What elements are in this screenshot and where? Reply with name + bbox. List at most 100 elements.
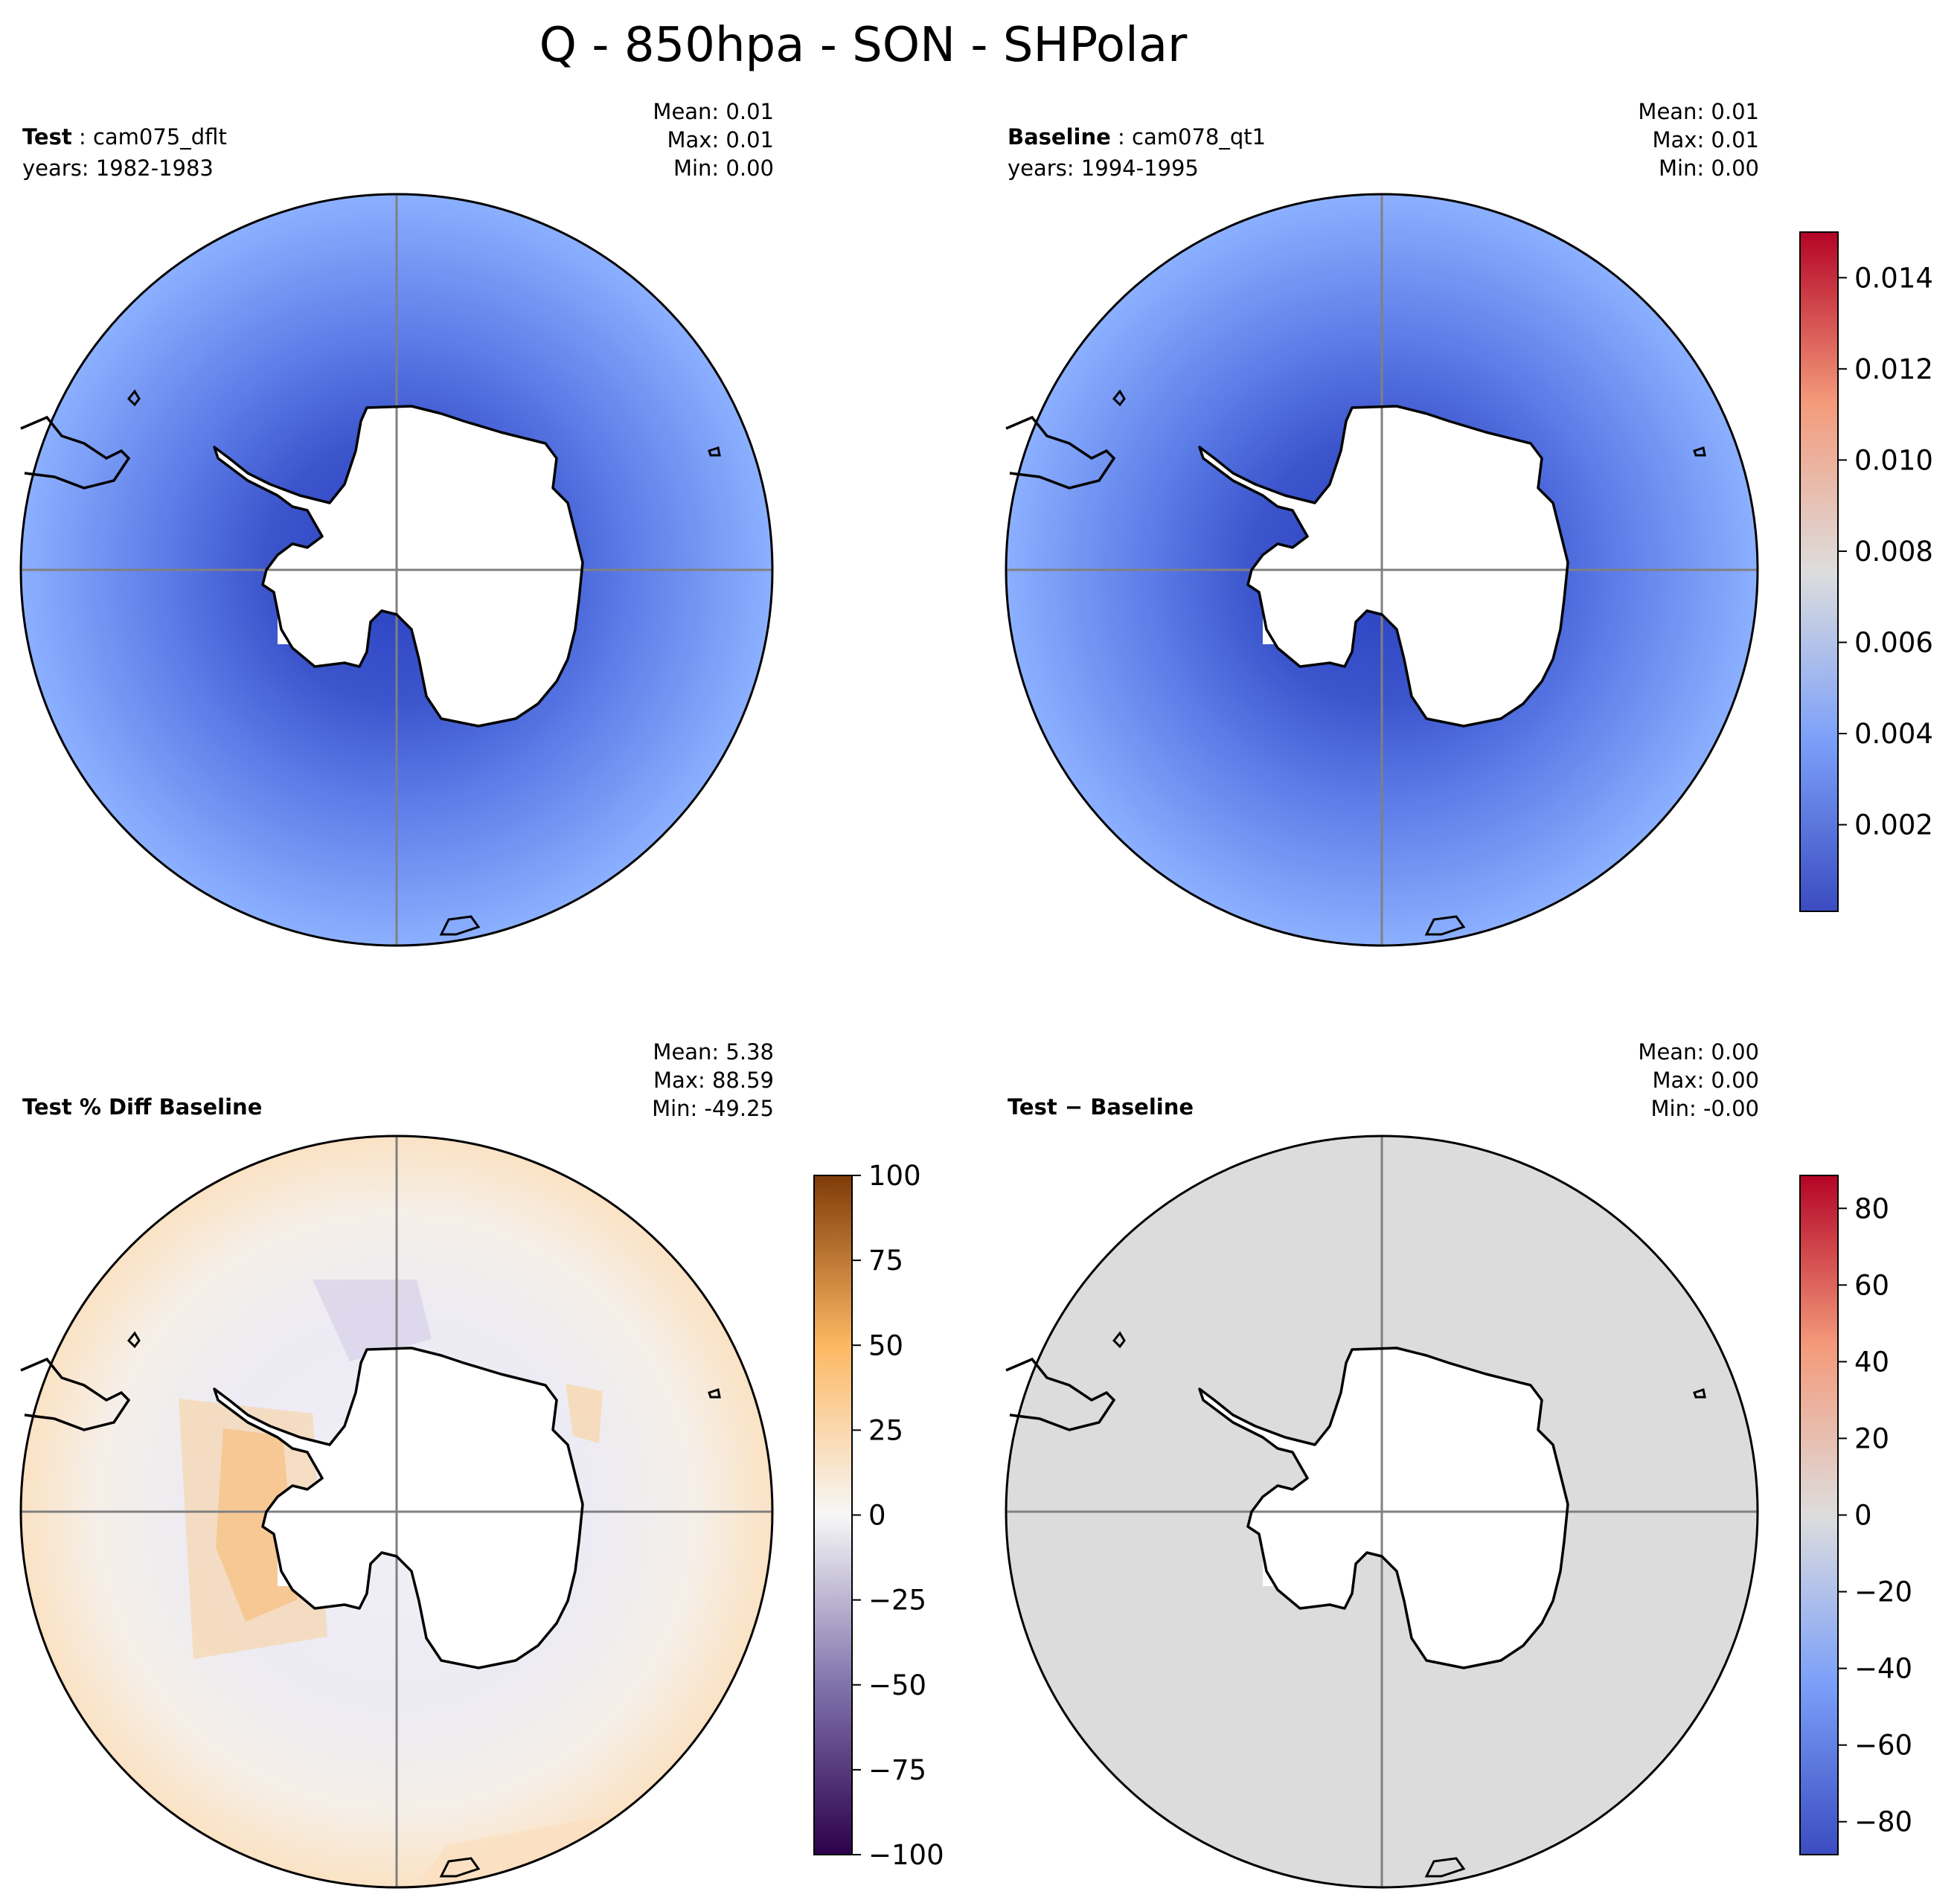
land-mask bbox=[214, 406, 583, 726]
panel-test-years: years: 1982-1983 bbox=[22, 155, 214, 181]
pct-orange-patch-west-halo bbox=[179, 1399, 327, 1659]
panel-pctdiff-label: Test % Diff Baseline bbox=[22, 1094, 262, 1120]
colorbar-tick-label: 0.002 bbox=[1854, 809, 1933, 841]
panel-baseline-label: Baseline : cam078_qt1 bbox=[1008, 124, 1266, 150]
colorbar-tick-label: 60 bbox=[1854, 1269, 1889, 1301]
map-baseline-border bbox=[1005, 193, 1759, 947]
island-0 bbox=[1112, 1331, 1126, 1349]
panel-baseline-min: Min: 0.00 bbox=[1659, 155, 1759, 181]
colorbar-tick-label: 0 bbox=[1854, 1500, 1872, 1532]
colorbar-tick-label: −40 bbox=[1854, 1653, 1912, 1685]
panel-pctdiff-max: Max: 88.59 bbox=[653, 1068, 774, 1093]
colorbar-tick-label: 0.006 bbox=[1854, 626, 1933, 658]
panel-test-max: Max: 0.01 bbox=[667, 127, 774, 153]
colorbar-top-ticks: 0.002 0.004 0.006 0.008 0.010 0.012 0.014 bbox=[1838, 262, 1933, 841]
map-pctdiff-border bbox=[19, 1135, 774, 1889]
panel-test: Test : cam075_dflt years: 1982-1983 Mean… bbox=[19, 99, 774, 947]
land-mask-block bbox=[278, 577, 337, 644]
colorbar-tick-label: 0.008 bbox=[1854, 536, 1933, 568]
coastline bbox=[1198, 1347, 1569, 1669]
panel-baseline: Baseline : cam078_qt1 years: 1994-1995 M… bbox=[1005, 99, 1759, 947]
panel-test-mean: Mean: 0.01 bbox=[653, 99, 774, 124]
colorbar-tick-label: 0.012 bbox=[1854, 353, 1933, 385]
colorbar-tick-label: −100 bbox=[868, 1839, 944, 1871]
panel-diff-max: Max: 0.00 bbox=[1652, 1068, 1759, 1093]
island-0 bbox=[126, 389, 141, 407]
colorbar-tick-label: −25 bbox=[868, 1585, 926, 1617]
colorbar-tick-label: 75 bbox=[868, 1245, 903, 1277]
panel-test-case: cam075_dflt bbox=[93, 124, 227, 150]
land-mask-block bbox=[1263, 1519, 1322, 1586]
panel-test-min: Min: 0.00 bbox=[673, 155, 774, 181]
colorbar-tick-label: 0.014 bbox=[1854, 262, 1933, 294]
land-mask bbox=[214, 1348, 583, 1668]
island-1 bbox=[708, 446, 721, 457]
island-1 bbox=[1693, 1388, 1706, 1399]
land-mask bbox=[1200, 406, 1568, 726]
panel-test-label-bold: Test bbox=[22, 124, 72, 150]
antarctica-baseline bbox=[1005, 194, 1758, 946]
colorbar-tick-label: 50 bbox=[868, 1329, 903, 1361]
colorbar-tick-label: 80 bbox=[1854, 1193, 1889, 1225]
colorbar-tick-label: −80 bbox=[1854, 1806, 1912, 1838]
coastline-south-america bbox=[1005, 415, 1116, 490]
figure-title: Q - 850hpa - SON - SHPolar bbox=[539, 18, 1188, 73]
coastline-south-america bbox=[20, 415, 131, 490]
colorbar-tick-label: −20 bbox=[1854, 1576, 1912, 1608]
colorbar-top-bar bbox=[1799, 231, 1839, 912]
colorbar-tick-label: 40 bbox=[1854, 1346, 1889, 1378]
panel-pctdiff-mean: Mean: 5.38 bbox=[653, 1039, 774, 1065]
panel-diff-label: Test − Baseline bbox=[1008, 1094, 1194, 1120]
island-1 bbox=[708, 1388, 721, 1399]
colorbar-tick-label: −75 bbox=[868, 1754, 926, 1786]
panel-test-label-sep: : bbox=[72, 124, 93, 150]
land-mask bbox=[1200, 1348, 1568, 1668]
antarctica-diff bbox=[1005, 1136, 1758, 1887]
map-test-border bbox=[19, 193, 774, 947]
panel-pctdiff-min: Min: -49.25 bbox=[652, 1096, 774, 1121]
island-2 bbox=[439, 1857, 481, 1878]
island-1 bbox=[1693, 446, 1706, 457]
colorbar-tick-label: −60 bbox=[1854, 1730, 1912, 1762]
colorbar-tick-label: 20 bbox=[1854, 1422, 1889, 1454]
island-0 bbox=[126, 1331, 141, 1349]
colorbar-pct: −100 −75 −50 −25 0 25 50 75 100 bbox=[813, 1160, 944, 1871]
colorbar-diff-ticks: −80 −60 −40 −20 0 20 40 60 80 bbox=[1838, 1193, 1912, 1838]
panel-pctdiff: Test % Diff Baseline Mean: 5.38 Max: 88.… bbox=[19, 1039, 774, 1889]
map-diff-border bbox=[1005, 1135, 1759, 1889]
island-2 bbox=[439, 915, 481, 936]
colorbar-tick-label: 0 bbox=[868, 1500, 886, 1532]
colorbar-tick-label: 25 bbox=[868, 1414, 903, 1446]
panel-test-label: Test : cam075_dflt bbox=[22, 124, 227, 150]
pct-orange-patch-east bbox=[566, 1384, 603, 1443]
panel-baseline-label-sep: : bbox=[1111, 124, 1132, 150]
colorbar-tick-label: 0.004 bbox=[1854, 718, 1933, 750]
panel-baseline-label-bold: Baseline bbox=[1008, 124, 1111, 150]
land-mask-block bbox=[1263, 577, 1322, 644]
colorbar-diff: −80 −60 −40 −20 0 20 40 60 80 bbox=[1799, 1175, 1912, 1855]
colorbar-tick-label: 100 bbox=[868, 1160, 921, 1192]
panel-baseline-years: years: 1994-1995 bbox=[1008, 155, 1199, 181]
island-2 bbox=[1424, 1857, 1466, 1878]
panel-diff: Test − Baseline Mean: 0.00 Max: 0.00 Min… bbox=[1005, 1039, 1759, 1889]
colorbar-diff-bar bbox=[1799, 1175, 1839, 1855]
antarctica-test bbox=[20, 194, 772, 946]
island-0 bbox=[1112, 389, 1126, 407]
panel-diff-min: Min: -0.00 bbox=[1651, 1096, 1759, 1121]
coastline-south-america bbox=[20, 1357, 131, 1431]
coastline bbox=[1198, 405, 1569, 728]
pct-purple-patch bbox=[313, 1280, 432, 1361]
coastline bbox=[213, 1347, 584, 1669]
panel-baseline-max: Max: 0.01 bbox=[1652, 127, 1759, 153]
coastline bbox=[213, 405, 584, 728]
colorbar-tick-label: 0.010 bbox=[1854, 444, 1933, 476]
colorbar-top: 0.002 0.004 0.006 0.008 0.010 0.012 0.014 bbox=[1799, 231, 1933, 912]
antarctica-pctdiff bbox=[20, 1136, 772, 1887]
land-mask-block bbox=[278, 1519, 337, 1586]
colorbar-pct-ticks: −100 −75 −50 −25 0 25 50 75 100 bbox=[852, 1160, 944, 1871]
panel-baseline-case: cam078_qt1 bbox=[1132, 124, 1266, 150]
panel-diff-mean: Mean: 0.00 bbox=[1638, 1039, 1759, 1065]
panel-baseline-mean: Mean: 0.01 bbox=[1638, 99, 1759, 124]
colorbar-tick-label: −50 bbox=[868, 1669, 926, 1701]
